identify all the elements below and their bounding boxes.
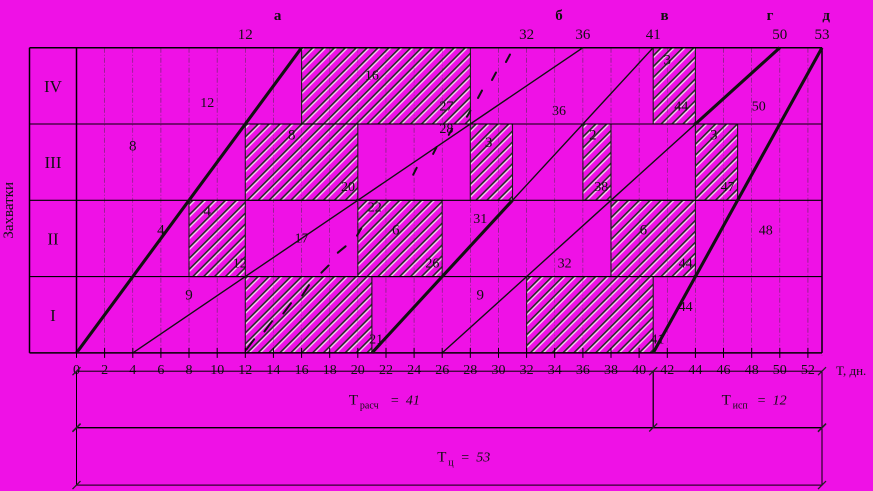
svg-text:32: 32 xyxy=(520,363,534,378)
svg-text:27: 27 xyxy=(439,99,453,114)
svg-text:T: T xyxy=(349,392,358,408)
svg-text:53: 53 xyxy=(476,451,490,466)
svg-text:2: 2 xyxy=(589,127,597,143)
svg-text:9: 9 xyxy=(476,288,484,304)
svg-text:22: 22 xyxy=(379,363,393,378)
svg-text:12: 12 xyxy=(238,363,252,378)
svg-text:6: 6 xyxy=(392,223,400,239)
svg-text:22: 22 xyxy=(368,201,382,216)
svg-text:расч: расч xyxy=(360,400,379,411)
svg-text:30: 30 xyxy=(492,363,506,378)
svg-text:36: 36 xyxy=(576,363,590,378)
svg-text:12: 12 xyxy=(238,27,253,43)
svg-text:48: 48 xyxy=(759,224,773,239)
svg-text:=: = xyxy=(758,393,766,408)
svg-text:41: 41 xyxy=(650,333,664,348)
svg-text:36: 36 xyxy=(575,27,591,43)
svg-text:6: 6 xyxy=(640,223,648,239)
svg-text:9: 9 xyxy=(185,288,193,304)
svg-text:4: 4 xyxy=(204,204,212,220)
svg-text:=: = xyxy=(461,451,469,466)
svg-text:50: 50 xyxy=(772,27,787,43)
svg-text:31: 31 xyxy=(473,212,487,227)
svg-text:3: 3 xyxy=(664,53,672,69)
svg-text:8: 8 xyxy=(288,127,296,143)
svg-text:8: 8 xyxy=(186,363,193,378)
svg-text:ц: ц xyxy=(448,458,454,469)
svg-text:=: = xyxy=(391,393,399,408)
svg-text:6: 6 xyxy=(157,363,164,378)
svg-text:Захватки: Захватки xyxy=(1,182,17,239)
svg-text:48: 48 xyxy=(745,363,759,378)
svg-text:26: 26 xyxy=(435,363,449,378)
svg-text:24: 24 xyxy=(407,363,421,378)
svg-text:18: 18 xyxy=(323,363,337,378)
svg-text:40: 40 xyxy=(632,363,646,378)
svg-text:IV: IV xyxy=(44,77,63,96)
svg-text:12: 12 xyxy=(233,256,247,271)
svg-text:14: 14 xyxy=(266,363,280,378)
svg-text:52: 52 xyxy=(801,363,815,378)
svg-text:21: 21 xyxy=(369,333,383,348)
svg-text:исп: исп xyxy=(733,400,749,411)
svg-text:д: д xyxy=(822,8,830,24)
svg-text:44: 44 xyxy=(679,256,693,271)
svg-text:10: 10 xyxy=(210,363,224,378)
svg-text:16: 16 xyxy=(295,363,309,378)
svg-text:T: T xyxy=(722,392,731,408)
svg-text:50: 50 xyxy=(752,99,766,114)
svg-text:34: 34 xyxy=(548,363,562,378)
svg-text:38: 38 xyxy=(594,180,608,195)
svg-text:I: I xyxy=(50,306,56,325)
svg-text:53: 53 xyxy=(815,27,830,43)
svg-text:17: 17 xyxy=(295,231,309,246)
svg-text:3: 3 xyxy=(485,135,493,151)
svg-text:20: 20 xyxy=(351,363,365,378)
svg-text:32: 32 xyxy=(519,27,534,43)
svg-text:36: 36 xyxy=(552,104,566,119)
svg-text:44: 44 xyxy=(679,300,693,315)
svg-text:44: 44 xyxy=(688,363,702,378)
svg-text:47: 47 xyxy=(721,180,735,195)
svg-text:44: 44 xyxy=(674,99,688,114)
svg-text:42: 42 xyxy=(660,363,674,378)
svg-text:III: III xyxy=(45,153,62,172)
svg-text:26: 26 xyxy=(425,256,439,271)
svg-text:г: г xyxy=(767,8,774,24)
svg-text:3: 3 xyxy=(710,127,718,143)
svg-text:38: 38 xyxy=(604,363,618,378)
svg-text:T, дн.: T, дн. xyxy=(836,363,866,378)
svg-text:50: 50 xyxy=(773,363,787,378)
svg-text:28: 28 xyxy=(463,363,477,378)
svg-text:16: 16 xyxy=(365,69,379,84)
svg-text:2: 2 xyxy=(101,363,108,378)
svg-text:а: а xyxy=(274,8,282,24)
svg-text:32: 32 xyxy=(558,256,572,271)
svg-text:II: II xyxy=(47,229,59,248)
svg-text:41: 41 xyxy=(646,27,661,43)
svg-text:8: 8 xyxy=(129,139,137,155)
svg-text:12: 12 xyxy=(773,393,787,408)
svg-text:28: 28 xyxy=(439,122,453,137)
svg-text:41: 41 xyxy=(406,393,420,408)
svg-text:20: 20 xyxy=(341,180,355,195)
svg-text:T: T xyxy=(437,450,446,466)
svg-text:б: б xyxy=(555,8,563,24)
svg-text:4: 4 xyxy=(129,363,136,378)
svg-text:в: в xyxy=(660,8,668,24)
svg-text:4: 4 xyxy=(157,223,165,239)
svg-text:12: 12 xyxy=(200,96,214,111)
svg-text:46: 46 xyxy=(717,363,731,378)
